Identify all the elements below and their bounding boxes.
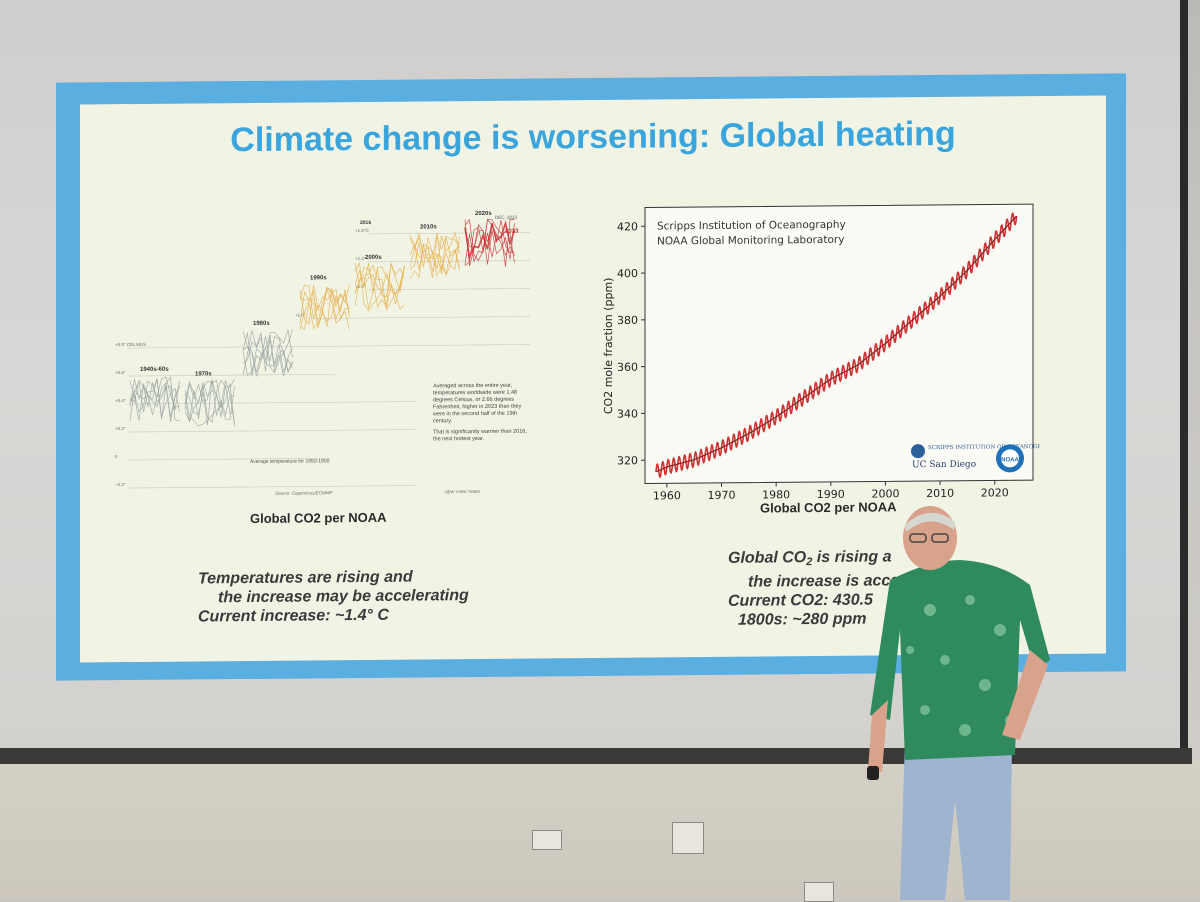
wall-outlet <box>532 830 562 850</box>
x-tick-label: 1970 <box>708 489 736 500</box>
jeans <box>900 740 1012 900</box>
clicker <box>867 766 879 780</box>
x-tick-label: 2000 <box>871 487 899 500</box>
decade-panel-lines <box>355 263 405 311</box>
decade-panel-lines <box>130 377 180 422</box>
left-text-line-3: Current increase: ~1.4° C <box>198 605 469 626</box>
x-tick-label: 1980 <box>762 488 790 500</box>
temp-gridline <box>127 374 335 376</box>
y-tick-label: 360 <box>617 361 638 374</box>
temp-gridline <box>127 430 415 433</box>
decade-label: 1980s <box>253 321 270 327</box>
left-caption: Global CO2 per NOAA <box>250 510 387 526</box>
decade-label: 1970s <box>195 371 212 377</box>
decade-panel-lines <box>243 330 293 377</box>
temp-credit: NEW YORK TIMES <box>445 489 480 494</box>
right-text-line-1-a: Global CO <box>728 549 806 567</box>
temp-y-label: +0.4° <box>115 398 126 403</box>
left-text-line-1: Temperatures are rising and <box>198 567 469 588</box>
temp-y-label: +0.2° <box>115 426 126 431</box>
temp-gridline <box>367 289 530 290</box>
decade-label: 2000s <box>365 255 382 261</box>
decade-label: 2010s <box>420 224 437 230</box>
temp-y-label: +0.8° CELSIUS <box>115 342 146 347</box>
decade-panel-lines <box>465 219 515 267</box>
y-tick-label: 400 <box>617 267 638 280</box>
wall-outlet-quad <box>672 822 704 854</box>
noaa-logo-text: NOAA <box>1001 457 1019 463</box>
scripps-logo-text: SCRIPPS INSTITUTION OF OCEANOGRAPHY <box>928 444 1040 451</box>
label-2023: 2023 <box>505 229 519 235</box>
y-tick-label: 320 <box>617 454 638 467</box>
x-tick-label: 1990 <box>817 488 845 500</box>
temp-y-label: −0.2° <box>115 482 126 487</box>
temperature-figure: +0.8° CELSIUS+0.6°+0.4°+0.2°0−0.2°+1.0°+… <box>115 211 535 505</box>
temp-gridline <box>127 402 415 405</box>
x-tick-label: 2010 <box>926 487 954 500</box>
temp-gridline <box>127 486 415 489</box>
temp-y-label: 0 <box>115 454 118 459</box>
chart-annotation: NOAA Global Monitoring Laboratory <box>657 234 844 248</box>
temp-source: Source: Copernicus/ECMWF <box>275 490 333 496</box>
left-text-line-2: the increase may be accelerating <box>198 586 469 607</box>
presenter <box>850 500 1070 900</box>
baseline-label: Average temperature for 1850-1900 <box>250 458 330 465</box>
co2-chart: 1960 1970 1980 1990 2000 2010 2020 320 340 360 380… <box>600 196 1040 500</box>
temp-y-label: +1.6°C <box>355 228 370 233</box>
wall-plate <box>804 882 834 902</box>
y-axis-label: CO2 mole fraction (ppm) <box>602 277 615 414</box>
decade-label: 1990s <box>310 275 327 281</box>
y-tick-label: 380 <box>617 314 638 327</box>
label-2016: 2016 <box>360 220 371 226</box>
left-text: Temperatures are rising and the increase… <box>198 567 469 626</box>
slide-title: Climate change is worsening: Global heat… <box>80 114 1106 162</box>
decade-panel-lines <box>410 232 460 279</box>
decade-label: 1940s-60s <box>140 367 169 373</box>
label-dec-2023: DEC. 2023 <box>495 215 518 220</box>
temp-annotation: Averaged across the entire year, tempera… <box>433 383 528 474</box>
chart-annotation: Scripps Institution of Oceanography <box>657 219 846 233</box>
x-tick-label: 2020 <box>981 486 1009 499</box>
decade-panel-lines <box>300 284 350 329</box>
ucsd-logo: UC San Diego <box>912 460 976 471</box>
y-tick-label: 340 <box>617 407 638 420</box>
y-tick-label: 420 <box>617 220 638 233</box>
temp-gridline <box>127 345 530 349</box>
x-tick-label: 1960 <box>653 489 681 500</box>
temp-y-label: +0.6° <box>115 370 126 375</box>
decade-label: 2020s <box>475 211 492 217</box>
scripps-logo-icon <box>911 444 925 458</box>
